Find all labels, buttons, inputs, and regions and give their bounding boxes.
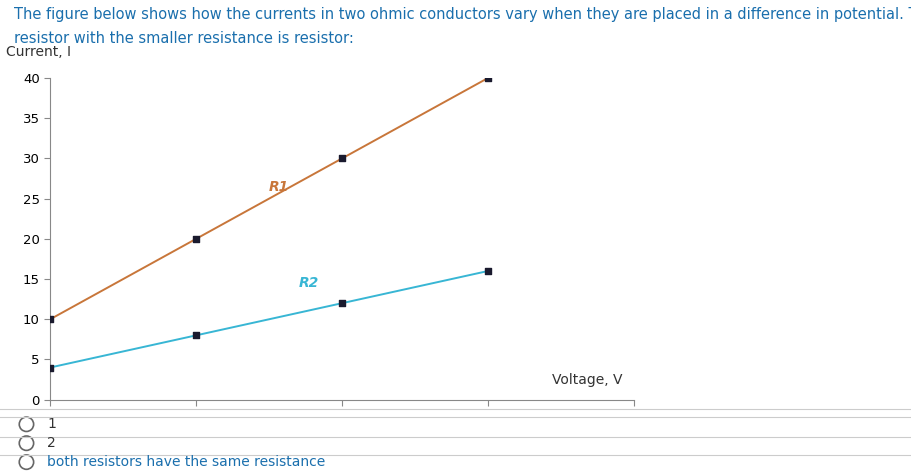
Point: [189, 332, 203, 339]
Text: Current, I: Current, I: [6, 45, 71, 59]
Text: 1: 1: [47, 417, 56, 431]
Text: Voltage, V: Voltage, V: [551, 373, 621, 387]
Text: The figure below shows how the currents in two ohmic conductors vary when they a: The figure below shows how the currents …: [14, 7, 911, 22]
Point: [43, 364, 57, 371]
Point: [480, 74, 495, 82]
Text: R2: R2: [298, 276, 318, 290]
Point: [480, 267, 495, 275]
Point: [334, 155, 349, 162]
Text: 2: 2: [47, 436, 56, 450]
Text: resistor with the smaller resistance is resistor:: resistor with the smaller resistance is …: [14, 31, 353, 46]
Text: R1: R1: [269, 180, 289, 193]
Text: both resistors have the same resistance: both resistors have the same resistance: [47, 455, 325, 469]
Point: [189, 235, 203, 243]
Point: [334, 299, 349, 307]
Point: [43, 315, 57, 323]
